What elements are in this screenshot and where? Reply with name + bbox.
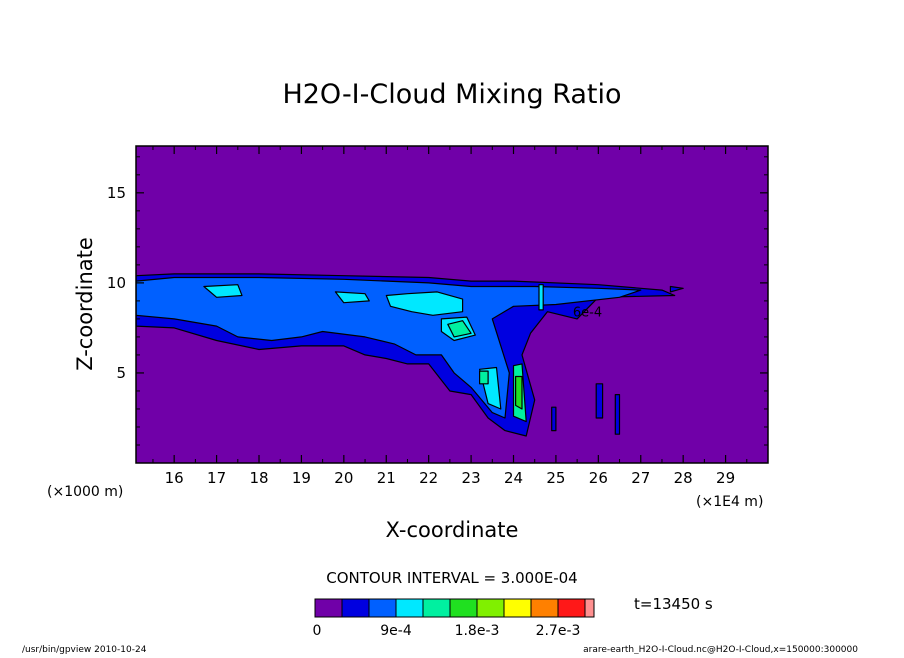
colorbar-swatch-10	[584, 598, 595, 618]
x-tick-label: 27	[631, 469, 650, 487]
colorbar-swatch-8	[530, 598, 559, 618]
colorbar-swatch-9	[557, 598, 586, 618]
contour-region-14	[614, 394, 621, 435]
contour-region-13	[595, 383, 604, 419]
contour-region-1	[136, 276, 642, 419]
colorbar-label: 9e-4	[380, 623, 412, 639]
y-tick-label: 15	[107, 184, 126, 202]
colorbar-swatch-1	[341, 598, 370, 618]
contour-region-7	[538, 284, 544, 311]
x-tick-label: 24	[504, 469, 523, 487]
y-tick-label: 10	[107, 274, 126, 292]
x-tick-label: 26	[589, 469, 608, 487]
contour-region-3	[334, 291, 370, 304]
contour-region-2	[203, 284, 243, 298]
y-axis-label: Z-coordinate	[73, 237, 97, 371]
colorbar-label: 0	[313, 623, 322, 639]
x-tick-label: 20	[334, 469, 353, 487]
colorbar-label: 1.8e-3	[455, 623, 500, 639]
x-axis-label: X-coordinate	[386, 518, 519, 542]
x-tick-label: 23	[462, 469, 481, 487]
colorbar-swatch-2	[368, 598, 397, 618]
x-tick-label: 17	[207, 469, 226, 487]
x-tick-label: 25	[546, 469, 565, 487]
plot-area: 6e-4 16 17 18 19 20 21 22 23 24 25 26 27 28 29 5 10 15	[107, 145, 769, 487]
x-unit-right: (×1E4 m)	[696, 494, 763, 510]
contour-region-4	[385, 291, 464, 316]
colorbar-swatch-0	[314, 598, 343, 618]
chart-title: H2O-I-Cloud Mixing Ratio	[282, 79, 621, 110]
contour-interval-text: CONTOUR INTERVAL = 3.000E-04	[326, 569, 577, 587]
contour-region-8	[447, 320, 472, 338]
colorbar-swatch-3	[395, 598, 424, 618]
x-unit-left: (×1000 m)	[47, 484, 123, 500]
x-tick-label: 18	[249, 469, 268, 487]
contour-region-9	[479, 370, 489, 385]
x-tick-label: 21	[377, 469, 396, 487]
contour-label: 6e-4	[573, 306, 602, 321]
x-tick-label: 29	[716, 469, 735, 487]
contour-region-12	[551, 406, 557, 432]
colorbar: 0 9e-4 1.8e-3 2.7e-3	[313, 598, 595, 639]
x-tick-label: 19	[292, 469, 311, 487]
colorbar-swatch-6	[476, 598, 505, 618]
colorbar-swatch-7	[503, 598, 532, 618]
contour-region-11	[514, 375, 523, 410]
y-tick-label: 5	[116, 364, 126, 382]
colorbar-label: 2.7e-3	[536, 623, 581, 639]
x-tick-label: 16	[165, 469, 184, 487]
plot-frame	[135, 145, 769, 464]
x-tick-label: 22	[419, 469, 438, 487]
time-label: t=13450 s	[634, 595, 713, 613]
colorbar-swatch-5	[449, 598, 478, 618]
footer-left: /usr/bin/gpview 2010-10-24	[22, 645, 147, 654]
colorbar-swatch-4	[422, 598, 451, 618]
x-tick-label: 28	[674, 469, 693, 487]
footer-right: arare-earth_H2O-I-Cloud.nc@H2O-I-Cloud,x…	[583, 645, 858, 654]
contour-region-15	[669, 285, 684, 293]
